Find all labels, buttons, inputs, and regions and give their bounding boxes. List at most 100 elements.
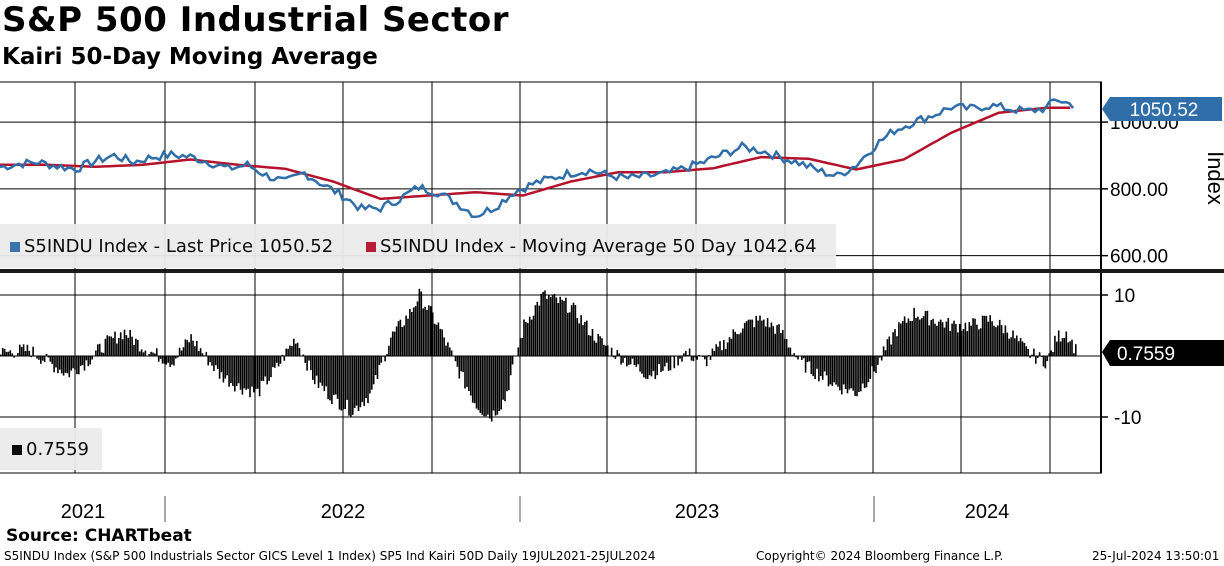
kairi-bar — [306, 356, 308, 371]
kairi-bar — [896, 336, 898, 356]
kairi-bar — [629, 356, 632, 365]
kairi-bar — [450, 350, 453, 356]
kairi-bar — [542, 291, 544, 356]
panel-separator — [0, 269, 1224, 273]
kairi-bar — [24, 351, 27, 356]
kairi-bar — [1048, 353, 1050, 356]
kairi-bar — [844, 356, 847, 389]
kairi-bar — [125, 335, 128, 356]
kairi-bar — [222, 356, 225, 383]
kairi-bar — [886, 339, 889, 356]
kairi-bar — [255, 356, 257, 389]
kairi-bar — [60, 356, 63, 374]
kairi-bar — [409, 309, 411, 356]
kairi-bar — [1000, 325, 1003, 356]
kairi-bar — [570, 305, 573, 356]
kairi-bar — [770, 322, 773, 356]
price-callout-value: 1050.52 — [1130, 100, 1199, 121]
kairi-bar — [728, 337, 731, 356]
kairi-bar — [960, 330, 963, 356]
kairi-bar — [1017, 341, 1020, 356]
kairi-bar — [812, 356, 814, 377]
kairi-bar — [804, 356, 807, 373]
kairi-bar — [723, 340, 725, 356]
kairi-bar — [277, 356, 280, 367]
kairi-bar — [205, 351, 208, 356]
kairi-bar — [738, 334, 740, 356]
kairi-bar — [464, 356, 466, 389]
kairi-bar — [1035, 356, 1037, 364]
kairi-bar — [618, 353, 620, 356]
kairi-bar — [270, 356, 272, 378]
kairi-bar — [785, 339, 788, 356]
kairi-bar — [475, 356, 478, 409]
kairi-bar — [913, 307, 915, 356]
kairi-bar — [578, 323, 580, 356]
price-callout-box — [1102, 97, 1222, 121]
kairi-bar — [348, 356, 350, 416]
kairi-bar — [142, 352, 145, 356]
kairi-bar — [313, 356, 316, 385]
kairi-bar — [188, 342, 190, 356]
kairi-bar — [352, 356, 354, 415]
kairi-bar — [234, 356, 236, 392]
kairi-bar — [924, 311, 927, 356]
kairi-bar — [842, 356, 845, 385]
kairi-bar — [293, 338, 295, 356]
kairi-bar — [686, 354, 689, 356]
kairi-bar — [983, 315, 986, 356]
kairi-bar — [344, 356, 346, 409]
kairi-bar — [346, 356, 348, 400]
kairi-bar — [806, 356, 809, 363]
kairi-bar — [275, 356, 278, 363]
kairi-bar — [688, 348, 691, 356]
kairi-bar — [1067, 342, 1069, 356]
kairi-bar — [743, 322, 746, 356]
kairi-bar — [774, 333, 776, 356]
kairi-bar — [401, 327, 404, 356]
kairi-bar — [1016, 335, 1018, 356]
kairi-bar — [68, 356, 71, 378]
kairi-bar — [917, 316, 919, 356]
kairi-bar — [848, 356, 851, 390]
kairi-bar — [732, 329, 735, 356]
kairi-bar — [850, 356, 853, 389]
kairi-bar — [504, 356, 506, 402]
kairi-bar — [20, 347, 23, 356]
kairi-bar — [627, 356, 630, 365]
kairi-bar — [325, 356, 327, 387]
kairi-bar — [665, 356, 668, 363]
kairi-bar — [395, 326, 398, 356]
kairi-bar — [43, 356, 46, 362]
kairi-bar — [584, 321, 586, 356]
kairi-bar — [673, 356, 676, 369]
y-tick-label-upper: 600.00 — [1110, 247, 1168, 268]
kairi-bar — [169, 356, 171, 367]
kairi-bar — [445, 345, 447, 356]
kairi-bar — [614, 356, 617, 359]
kairi-bar — [173, 356, 175, 366]
kairi-bar — [22, 344, 25, 356]
kairi-bar — [719, 341, 721, 356]
kairi-bar — [13, 356, 15, 358]
kairi-bar — [357, 356, 360, 411]
kairi-bar — [759, 315, 761, 356]
kairi-bar — [932, 318, 934, 356]
kairi-bar — [127, 337, 130, 356]
kairi-bar — [323, 356, 326, 392]
kairi-bar — [595, 342, 598, 356]
y-tick-label-lower: 10 — [1114, 286, 1135, 307]
kairi-bar — [972, 318, 974, 356]
kairi-bar — [201, 353, 204, 356]
kairi-bar — [386, 354, 388, 356]
kairi-bar — [546, 298, 548, 356]
kairi-bar — [262, 356, 265, 381]
kairi-bar — [835, 356, 837, 385]
kairi-bar — [138, 351, 141, 356]
kairi-bar — [681, 356, 683, 362]
kairi-bar — [41, 356, 44, 361]
kairi-bar — [232, 356, 234, 386]
kairi-bar — [768, 327, 771, 356]
kairi-bar — [736, 334, 738, 356]
